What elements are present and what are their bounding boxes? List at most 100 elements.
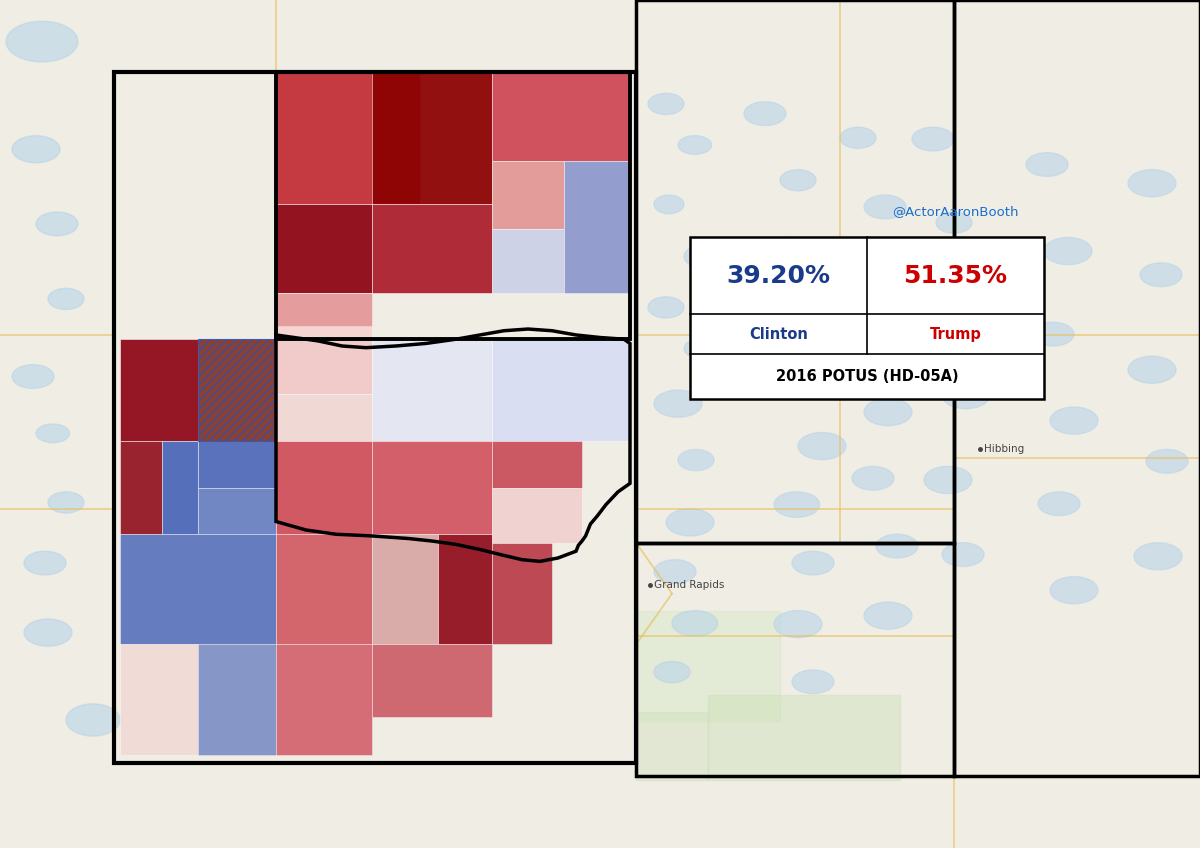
Ellipse shape xyxy=(678,136,712,154)
Bar xyxy=(276,394,372,441)
Bar xyxy=(492,488,582,543)
Ellipse shape xyxy=(6,21,78,62)
Bar xyxy=(636,0,954,543)
Ellipse shape xyxy=(666,509,714,536)
Bar xyxy=(120,534,276,644)
Ellipse shape xyxy=(936,212,972,233)
Ellipse shape xyxy=(774,611,822,638)
Bar xyxy=(438,534,492,644)
Ellipse shape xyxy=(780,170,816,191)
Ellipse shape xyxy=(798,432,846,460)
Bar xyxy=(564,161,630,293)
Ellipse shape xyxy=(12,136,60,163)
Ellipse shape xyxy=(12,365,54,388)
Ellipse shape xyxy=(1128,170,1176,197)
Bar xyxy=(120,339,198,441)
Bar xyxy=(276,441,372,534)
Ellipse shape xyxy=(1134,543,1182,570)
Bar xyxy=(198,339,276,441)
Ellipse shape xyxy=(792,670,834,694)
Ellipse shape xyxy=(912,127,954,151)
Bar xyxy=(276,293,372,339)
Bar xyxy=(120,441,162,534)
Ellipse shape xyxy=(1038,492,1080,516)
Ellipse shape xyxy=(36,212,78,236)
Ellipse shape xyxy=(1050,577,1098,604)
Text: Clinton: Clinton xyxy=(749,326,808,342)
Ellipse shape xyxy=(876,534,918,558)
Ellipse shape xyxy=(654,661,690,683)
Bar xyxy=(198,441,276,488)
Ellipse shape xyxy=(864,195,906,219)
Ellipse shape xyxy=(648,93,684,114)
Bar xyxy=(372,204,492,293)
Ellipse shape xyxy=(24,619,72,646)
Ellipse shape xyxy=(876,331,918,354)
Ellipse shape xyxy=(66,704,120,736)
Bar xyxy=(276,293,372,326)
Ellipse shape xyxy=(942,543,984,566)
Bar xyxy=(636,712,708,780)
Ellipse shape xyxy=(684,339,714,358)
Bar xyxy=(492,339,630,441)
Ellipse shape xyxy=(684,246,718,267)
Ellipse shape xyxy=(768,365,810,388)
Bar xyxy=(120,644,198,755)
Ellipse shape xyxy=(792,297,828,318)
Ellipse shape xyxy=(852,263,888,284)
Ellipse shape xyxy=(942,382,990,409)
Ellipse shape xyxy=(648,297,684,318)
Bar xyxy=(690,237,1044,399)
Ellipse shape xyxy=(1128,356,1176,383)
Text: Grand Rapids: Grand Rapids xyxy=(654,580,725,590)
Bar xyxy=(372,534,438,644)
Bar xyxy=(198,488,276,534)
Bar xyxy=(276,534,372,644)
Bar xyxy=(954,0,1200,776)
Ellipse shape xyxy=(1032,322,1074,346)
Bar xyxy=(372,339,492,441)
Ellipse shape xyxy=(24,551,66,575)
Ellipse shape xyxy=(654,195,684,214)
Ellipse shape xyxy=(1140,263,1182,287)
Bar xyxy=(198,644,276,755)
Ellipse shape xyxy=(678,449,714,471)
Bar xyxy=(636,611,780,721)
Bar xyxy=(492,72,630,161)
Bar xyxy=(492,441,582,488)
Ellipse shape xyxy=(36,424,70,443)
Text: @ActorAaronBooth: @ActorAaronBooth xyxy=(893,205,1019,219)
Bar xyxy=(372,72,492,204)
Ellipse shape xyxy=(774,492,820,517)
Bar xyxy=(636,543,954,776)
Ellipse shape xyxy=(924,466,972,494)
Ellipse shape xyxy=(1044,237,1092,265)
Ellipse shape xyxy=(840,127,876,148)
Bar xyxy=(276,72,420,204)
Ellipse shape xyxy=(864,602,912,629)
Bar xyxy=(492,229,564,293)
Ellipse shape xyxy=(1026,153,1068,176)
Ellipse shape xyxy=(1050,407,1098,434)
Ellipse shape xyxy=(654,390,702,417)
Ellipse shape xyxy=(48,492,84,513)
Bar xyxy=(708,695,900,780)
Bar xyxy=(372,644,492,717)
Text: 2016 POTUS (HD-05A): 2016 POTUS (HD-05A) xyxy=(775,369,959,384)
Text: 51.35%: 51.35% xyxy=(904,264,1008,287)
Ellipse shape xyxy=(672,611,718,636)
Bar xyxy=(492,543,552,644)
Ellipse shape xyxy=(654,560,696,583)
Ellipse shape xyxy=(924,297,966,321)
Text: Hibbing: Hibbing xyxy=(984,444,1025,455)
Text: Trump: Trump xyxy=(930,326,982,342)
Bar xyxy=(198,339,276,441)
Bar xyxy=(276,72,630,339)
Bar xyxy=(276,644,372,755)
Ellipse shape xyxy=(768,237,810,261)
Bar xyxy=(276,204,372,293)
Bar xyxy=(162,441,198,534)
Ellipse shape xyxy=(792,551,834,575)
Bar xyxy=(114,72,636,763)
Bar xyxy=(276,339,372,394)
